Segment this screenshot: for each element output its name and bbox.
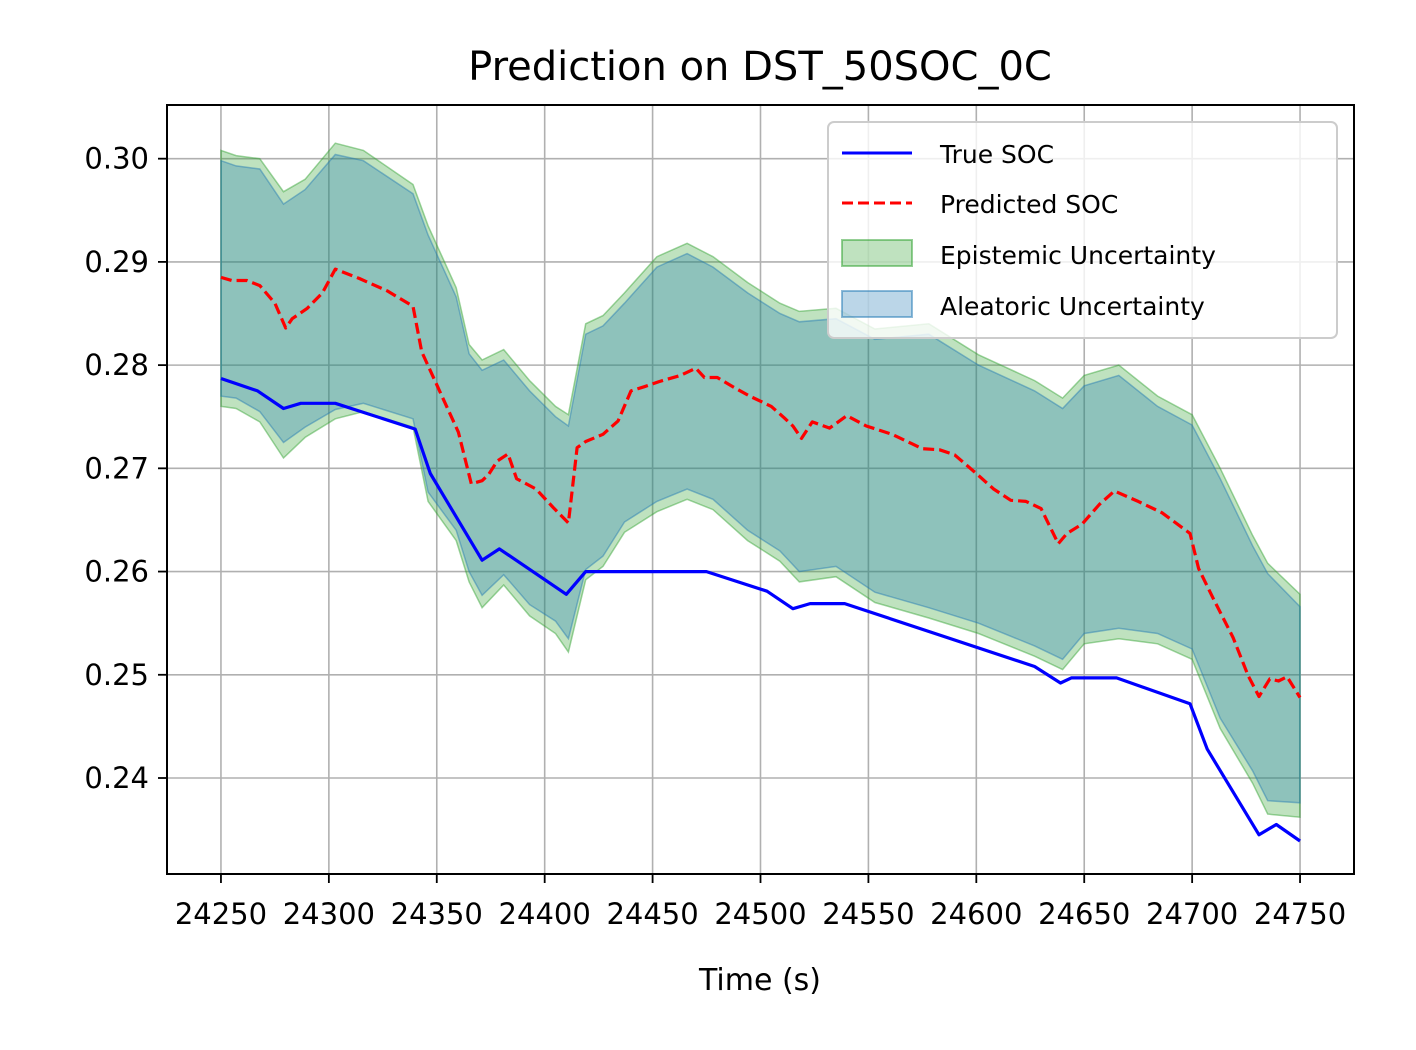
y-tick-label: 0.24 <box>84 761 149 795</box>
y-tick-label: 0.28 <box>84 348 149 382</box>
legend-predicted-soc-label: Predicted SOC <box>940 190 1118 219</box>
x-tick-label: 24300 <box>283 897 375 931</box>
y-tick-label: 0.25 <box>84 658 149 692</box>
chart-title: Prediction on DST_50SOC_0C <box>468 44 1052 90</box>
x-tick-label: 24500 <box>714 897 806 931</box>
x-tick-label: 24550 <box>822 897 914 931</box>
series-lines <box>220 267 1302 843</box>
uncertainty-bands <box>220 142 1301 819</box>
legend-aleatoric-swatch <box>841 290 913 318</box>
x-tick-label: 24700 <box>1146 897 1238 931</box>
x-tick-label: 24450 <box>606 897 698 931</box>
x-tick-label: 24400 <box>499 897 591 931</box>
x-tick-label: 24600 <box>930 897 1022 931</box>
legend-aleatoric-label: Aleatoric Uncertainty <box>940 292 1205 321</box>
legend: True SOC Predicted SOC Epistemic Uncerta… <box>827 121 1338 339</box>
legend-epistemic-label: Epistemic Uncertainty <box>940 241 1216 270</box>
y-tick-label: 0.30 <box>84 142 149 176</box>
legend-epistemic-swatch <box>841 239 913 267</box>
x-tick-label: 24250 <box>175 897 267 931</box>
x-tick-label: 24650 <box>1038 897 1130 931</box>
x-tick-label: 24750 <box>1254 897 1346 931</box>
true-soc-line <box>220 376 1301 843</box>
axis-ticks: 24250 24300 24350 24400 24450 24500 24550 24600… <box>84 142 1346 931</box>
legend-box <box>827 121 1338 339</box>
y-tick-label: 0.26 <box>84 555 149 589</box>
y-tick-label: 0.29 <box>84 245 149 279</box>
x-axis-label: Time (s) <box>698 963 821 998</box>
epistemic-uncertainty-band <box>220 142 1301 819</box>
aleatoric-uncertainty-band <box>220 153 1301 804</box>
x-tick-label: 24350 <box>391 897 483 931</box>
y-tick-label: 0.27 <box>84 451 149 485</box>
legend-true-soc-label: True SOC <box>939 140 1054 169</box>
